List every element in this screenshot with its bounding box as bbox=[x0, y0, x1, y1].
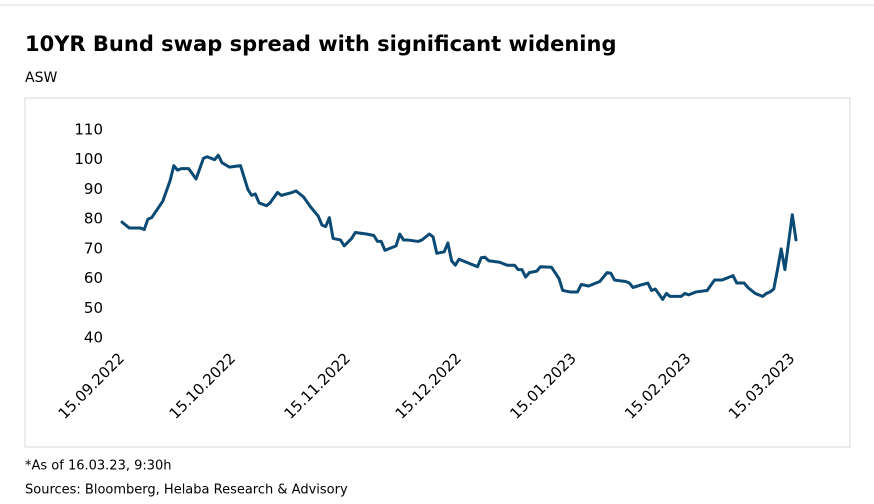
x-tick-label: 15.12.2022 bbox=[392, 349, 465, 422]
y-tick-label: 90 bbox=[84, 180, 103, 198]
plot-frame bbox=[24, 97, 851, 448]
y-tick-label: 40 bbox=[84, 329, 103, 347]
x-tick-label: 15.01.2023 bbox=[506, 349, 579, 422]
x-tick-label: 15.02.2023 bbox=[621, 349, 694, 422]
line-series bbox=[120, 153, 798, 301]
source-note: Sources: Bloomberg, Helaba Research & Ad… bbox=[25, 483, 348, 498]
y-tick-label: 70 bbox=[84, 239, 103, 257]
x-tick-label: 15.10.2022 bbox=[166, 349, 239, 422]
chart-title: 10YR Bund swap spread with significant w… bbox=[25, 32, 617, 56]
x-tick-label: 15.09.2022 bbox=[55, 349, 128, 422]
x-tick-label: 15.11.2022 bbox=[280, 349, 353, 422]
chart-subtitle: ASW bbox=[25, 70, 57, 86]
y-tick-label: 60 bbox=[84, 269, 103, 287]
y-tick-label: 80 bbox=[84, 210, 103, 228]
footnote: *As of 16.03.23, 9:30h bbox=[25, 459, 172, 474]
y-tick-label: 110 bbox=[74, 121, 103, 139]
y-tick-label: 100 bbox=[74, 150, 103, 168]
x-tick-label: 15.03.2023 bbox=[725, 349, 798, 422]
y-tick-label: 50 bbox=[84, 299, 103, 317]
